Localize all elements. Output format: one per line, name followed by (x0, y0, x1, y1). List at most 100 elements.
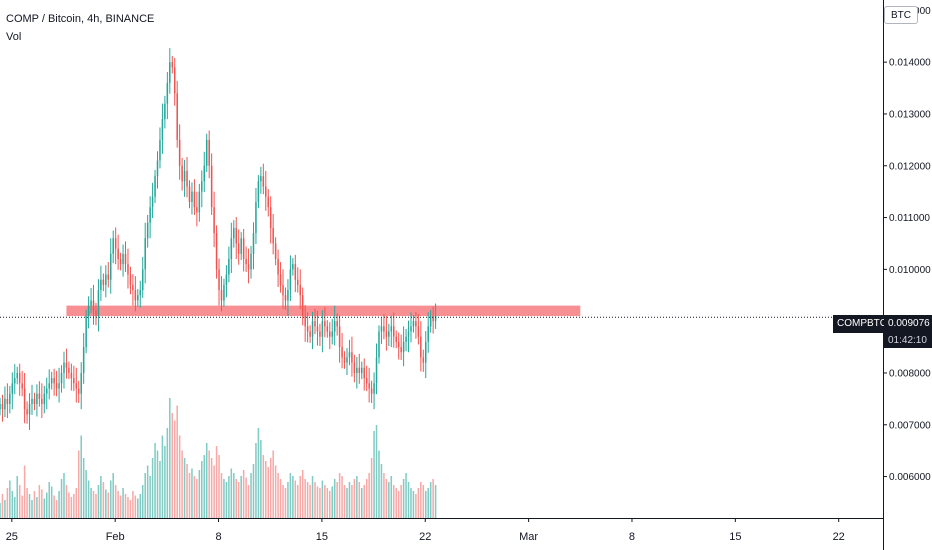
volume-bar (343, 485, 346, 518)
candle-body (85, 315, 87, 348)
volume-bar (146, 465, 149, 518)
volume-bar (365, 479, 368, 518)
volume-bar (279, 479, 282, 518)
volume-bar (388, 482, 390, 518)
volume-bar (397, 491, 400, 518)
volume-bar (321, 480, 324, 518)
volume-bar (304, 479, 306, 518)
candle-body (297, 279, 299, 285)
candle-body (4, 398, 6, 410)
volume-bar (11, 491, 14, 518)
candle-body (319, 331, 321, 337)
candle-body (213, 207, 215, 234)
candle-body (73, 378, 75, 384)
candle-body (127, 264, 129, 275)
candle-body (235, 227, 238, 244)
candle-body (407, 331, 410, 337)
volume-bar (252, 464, 255, 518)
volume-indicator-label[interactable]: Vol (6, 31, 22, 43)
candle-body (385, 331, 388, 337)
volume-bar (26, 488, 28, 518)
time-tick-label: Mar (519, 531, 538, 543)
volume-bar (392, 485, 395, 518)
candle-body (107, 274, 110, 280)
volume-bar (269, 458, 272, 518)
candle-body (154, 176, 156, 197)
candle-body (218, 269, 220, 291)
candle-body (82, 347, 85, 373)
candle-body (343, 357, 346, 363)
candle-body (14, 378, 16, 384)
candle-body (183, 170, 186, 182)
volume-bar (395, 488, 397, 518)
volume-bar (274, 465, 277, 518)
candle-body (166, 82, 169, 104)
volume-bar (220, 473, 223, 518)
candle-body (395, 336, 397, 342)
candle-body (427, 326, 429, 342)
volume-bar (176, 405, 178, 518)
candle-body (55, 383, 58, 389)
volume-bar (193, 476, 196, 518)
volume-bar (149, 476, 151, 518)
candle-body (415, 321, 417, 327)
candle-body (346, 357, 348, 363)
candle-body (215, 233, 218, 270)
currency-badge[interactable]: BTC (884, 6, 918, 24)
candle-body (311, 321, 314, 337)
volume-bar (282, 485, 284, 518)
volume-bar (267, 467, 270, 518)
volume-bar (191, 468, 193, 518)
candle-body (260, 176, 262, 182)
candle-body (388, 331, 390, 337)
candle-body (250, 253, 252, 270)
volume-bar (329, 491, 331, 518)
volume-bar (358, 482, 361, 518)
time-tick-label: 15 (316, 531, 328, 543)
candle-body (361, 367, 363, 373)
volume-bar (309, 485, 311, 518)
volume-bar (326, 488, 329, 518)
volume-bar (210, 458, 213, 518)
volume-bar (277, 473, 279, 518)
volume-bar (114, 485, 117, 518)
volume-bar (90, 488, 92, 518)
volume-bar (417, 488, 420, 518)
volume-bar (105, 489, 107, 518)
price-tick-label: 0.013000 (889, 109, 931, 120)
volume-bar (427, 488, 429, 518)
volume-bar (36, 497, 38, 518)
candle-body (397, 341, 400, 348)
candle-body (31, 398, 33, 405)
price-tick-label: 0.006000 (889, 472, 931, 483)
candle-body (242, 238, 245, 259)
volume-bar (218, 455, 220, 518)
candle-body (159, 139, 161, 161)
volume-bar (156, 450, 159, 518)
volume-bar (240, 476, 242, 518)
volume-bar (164, 446, 166, 518)
candle-body (117, 248, 119, 259)
candle-body (161, 119, 164, 140)
volume-bar (203, 455, 206, 518)
volume-bar (294, 480, 297, 518)
volume-bar (390, 476, 393, 518)
volume-bar (341, 476, 343, 518)
candle-body (417, 326, 420, 337)
volume-bar (122, 488, 124, 518)
volume-bar (213, 465, 215, 518)
candle-body (368, 383, 370, 389)
volume-bar (82, 458, 85, 518)
candle-body (196, 207, 198, 213)
volume-bar (297, 485, 299, 518)
volume-bar (429, 482, 432, 518)
volume-bar (301, 470, 304, 518)
candle-body (129, 274, 132, 285)
candle-body (146, 222, 149, 239)
candle-body (70, 372, 73, 379)
volume-bar (255, 443, 257, 518)
candle-body (156, 160, 159, 177)
volume-bar (424, 491, 427, 518)
candle-body (392, 326, 395, 337)
